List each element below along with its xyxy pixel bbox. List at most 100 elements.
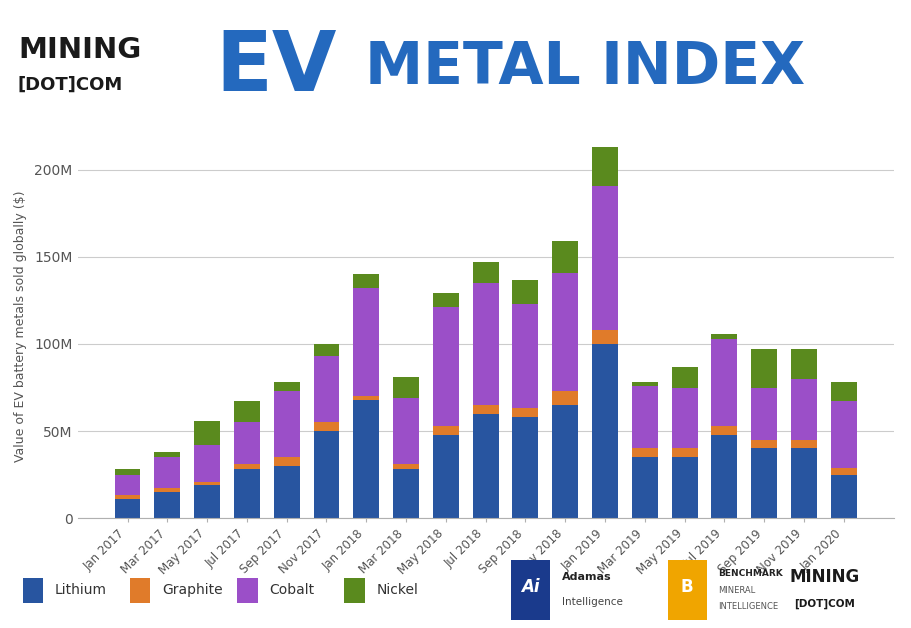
- Bar: [393, 398, 418, 464]
- Bar: [115, 495, 140, 499]
- FancyBboxPatch shape: [510, 560, 549, 620]
- Bar: [353, 396, 379, 399]
- Bar: [751, 349, 776, 387]
- Bar: [790, 379, 816, 440]
- Bar: [194, 482, 220, 485]
- Bar: [711, 333, 736, 338]
- Bar: [790, 448, 816, 518]
- Bar: [472, 262, 498, 283]
- Bar: [115, 469, 140, 475]
- Bar: [751, 448, 776, 518]
- Bar: [353, 288, 379, 396]
- Bar: [194, 485, 220, 518]
- Bar: [591, 330, 618, 344]
- Bar: [154, 457, 180, 489]
- Bar: [830, 468, 855, 475]
- Bar: [711, 426, 736, 435]
- Bar: [313, 422, 339, 431]
- Bar: [512, 408, 537, 417]
- Text: Intelligence: Intelligence: [561, 597, 622, 607]
- Bar: [552, 405, 578, 518]
- Bar: [273, 382, 300, 391]
- Bar: [433, 308, 458, 426]
- Bar: [790, 349, 816, 379]
- Bar: [433, 293, 458, 307]
- Bar: [552, 273, 578, 391]
- Text: Adamas: Adamas: [561, 571, 610, 582]
- Bar: [631, 386, 657, 448]
- Bar: [154, 452, 180, 457]
- Bar: [512, 279, 537, 304]
- Bar: [472, 283, 498, 405]
- Bar: [234, 464, 260, 469]
- Bar: [670, 367, 697, 387]
- Text: [DOT]COM: [DOT]COM: [793, 598, 854, 609]
- Bar: [512, 304, 537, 408]
- Bar: [591, 344, 618, 518]
- Bar: [344, 578, 364, 603]
- Bar: [273, 391, 300, 457]
- Bar: [154, 489, 180, 492]
- Bar: [670, 387, 697, 448]
- Bar: [353, 274, 379, 288]
- Bar: [751, 387, 776, 440]
- Bar: [433, 426, 458, 435]
- Text: Ai: Ai: [520, 578, 539, 595]
- Bar: [194, 421, 220, 445]
- Bar: [313, 356, 339, 422]
- Bar: [751, 440, 776, 448]
- Text: METAL INDEX: METAL INDEX: [364, 39, 804, 96]
- Bar: [670, 448, 697, 457]
- Bar: [313, 431, 339, 518]
- Bar: [472, 405, 498, 414]
- Text: MINING: MINING: [788, 568, 859, 586]
- Bar: [154, 492, 180, 518]
- Text: MINERAL: MINERAL: [718, 586, 755, 595]
- Y-axis label: Value of EV battery metals sold globally ($): Value of EV battery metals sold globally…: [15, 191, 27, 462]
- Bar: [234, 469, 260, 518]
- Bar: [472, 414, 498, 518]
- Bar: [512, 417, 537, 518]
- Bar: [552, 391, 578, 405]
- Bar: [353, 399, 379, 518]
- Text: INTELLIGENCE: INTELLIGENCE: [718, 602, 778, 612]
- Bar: [711, 338, 736, 426]
- Bar: [194, 445, 220, 482]
- Text: Lithium: Lithium: [55, 583, 107, 597]
- Bar: [830, 401, 855, 468]
- Bar: [393, 377, 418, 398]
- Bar: [631, 448, 657, 457]
- Bar: [830, 475, 855, 518]
- Bar: [273, 466, 300, 518]
- Bar: [115, 475, 140, 495]
- Bar: [433, 435, 458, 518]
- Bar: [115, 499, 140, 518]
- Bar: [393, 469, 418, 518]
- Bar: [313, 344, 339, 356]
- Bar: [237, 578, 258, 603]
- Bar: [631, 457, 657, 518]
- Bar: [234, 401, 260, 422]
- Bar: [23, 578, 44, 603]
- Text: EV: EV: [215, 27, 336, 108]
- Bar: [591, 147, 618, 185]
- Bar: [552, 241, 578, 273]
- Bar: [670, 457, 697, 518]
- Text: BENCHMARK: BENCHMARK: [718, 569, 783, 578]
- Text: MINING: MINING: [18, 36, 141, 65]
- Bar: [631, 382, 657, 386]
- Bar: [234, 422, 260, 464]
- FancyBboxPatch shape: [667, 560, 706, 620]
- Bar: [393, 464, 418, 469]
- Bar: [830, 382, 855, 401]
- Bar: [711, 435, 736, 518]
- Text: Cobalt: Cobalt: [269, 583, 313, 597]
- Bar: [591, 185, 618, 330]
- Bar: [790, 440, 816, 448]
- Text: Nickel: Nickel: [376, 583, 417, 597]
- Bar: [129, 578, 150, 603]
- Bar: [273, 457, 300, 466]
- Text: Graphite: Graphite: [162, 583, 222, 597]
- Text: B: B: [681, 578, 692, 595]
- Text: [DOT]COM: [DOT]COM: [18, 75, 123, 94]
